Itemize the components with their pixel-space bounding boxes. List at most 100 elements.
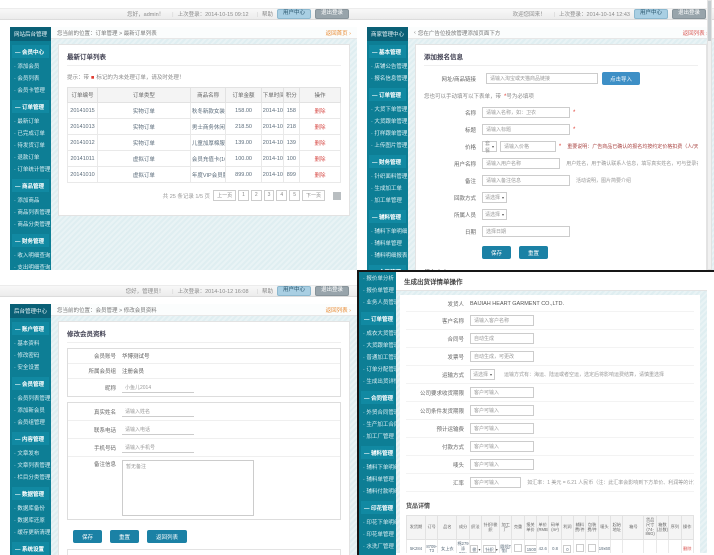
table-cell[interactable]: 158.00: [225, 102, 262, 119]
textarea-field[interactable]: 暂无备注: [122, 460, 254, 516]
table-cell[interactable]: 虚拟订单: [97, 166, 191, 183]
sidebar-item[interactable]: 生成出货详情单: [359, 375, 396, 387]
table-cell[interactable]: 0▾: [560, 539, 575, 553]
sidebar-item[interactable]: 最新订单: [10, 115, 51, 127]
sidebar-item[interactable]: 报价单分析: [359, 272, 396, 284]
table-cell[interactable]: 20141011: [66, 150, 99, 167]
table-cell[interactable]: 删除: [299, 102, 341, 119]
sidebar-item[interactable]: 生成加工单: [367, 182, 408, 194]
sidebar-item[interactable]: 加工单管理: [367, 194, 408, 206]
page-button[interactable]: 4: [276, 190, 288, 201]
sidebar-section-title[interactable]: 合同管理: [369, 265, 406, 270]
table-cell[interactable]: 20141010: [66, 166, 99, 183]
select-field[interactable]: 请选择 ▾: [482, 209, 508, 220]
text-input[interactable]: 请输入用户名称: [482, 158, 561, 169]
table-cell[interactable]: 2014-10-14: [260, 102, 284, 119]
table-cell[interactable]: 删除: [299, 134, 341, 151]
sidebar-item[interactable]: 店铺公告管理: [367, 60, 408, 72]
sidebar-item[interactable]: 已完成订单: [10, 127, 51, 139]
select-field[interactable]: 请选择 ▾: [470, 369, 496, 380]
sidebar-item[interactable]: 文章列表管理: [10, 459, 51, 471]
sidebar-section-title[interactable]: 商品管理: [12, 179, 49, 192]
sidebar-item[interactable]: 辅料付款明细: [359, 485, 396, 497]
sidebar-item[interactable]: 打样跟单管理: [367, 127, 408, 139]
sidebar-section-title[interactable]: 系统设置: [12, 542, 49, 555]
table-cell[interactable]: 实物订单: [97, 118, 191, 135]
import-button[interactable]: 点击导入: [602, 72, 641, 85]
logout-button[interactable]: 退出登录: [671, 8, 706, 20]
form-button[interactable]: 重置: [110, 530, 140, 543]
sidebar-section-title[interactable]: 会员管理: [12, 377, 49, 390]
table-cell[interactable]: 20141012: [66, 134, 99, 151]
table-cell[interactable]: 158: [282, 102, 301, 119]
text-input[interactable]: 请输入姓名: [122, 406, 194, 417]
sidebar-section-title[interactable]: 账户管理: [12, 322, 49, 335]
sidebar-section-title[interactable]: 辅料管理: [369, 210, 406, 223]
sidebar-item[interactable]: 会员列表管理: [10, 392, 51, 404]
table-cell[interactable]: 218: [282, 118, 301, 135]
text-input[interactable]: 客户可输入: [470, 405, 534, 416]
sidebar-item[interactable]: 缓存更新清理: [10, 526, 51, 538]
select-field[interactable]: 套餐 ▾: [482, 141, 498, 154]
sidebar-section-title[interactable]: 数据管理: [12, 487, 49, 500]
text-input[interactable]: 请输入客户名称: [470, 315, 534, 326]
table-cell[interactable]: 秋冬新款女装羊毛呢子大衣 中长款: [189, 102, 227, 119]
table-cell[interactable]: 100.00: [225, 150, 262, 167]
sidebar-item[interactable]: 会员组管理: [10, 416, 51, 428]
sidebar-item[interactable]: 针织面料管理: [367, 170, 408, 182]
table-cell[interactable]: 8709-T3▾: [424, 539, 439, 553]
logout-button[interactable]: 退出登录: [314, 285, 349, 297]
sidebar-item[interactable]: 辅料下单明细: [359, 461, 396, 473]
table-cell[interactable]: 梭 ▾: [468, 539, 483, 553]
page-button[interactable]: 上一页: [213, 190, 237, 201]
sidebar-item[interactable]: 印花下单明细: [359, 516, 396, 528]
text-input[interactable]: 请输入手机号: [122, 442, 194, 453]
sidebar-item[interactable]: 添加商品: [10, 194, 51, 206]
sidebar-item[interactable]: 订单分配管理: [359, 363, 396, 375]
table-cell[interactable]: ▾: [573, 539, 587, 553]
user-center-button[interactable]: 用户中心: [276, 285, 311, 297]
help-link[interactable]: 帮助: [253, 287, 273, 295]
sidebar-item[interactable]: 数据库还原: [10, 514, 51, 526]
text-input[interactable]: 客户可输入: [470, 459, 534, 470]
table-cell[interactable]: 218.50: [225, 118, 262, 135]
sidebar-item[interactable]: 退款订单: [10, 151, 51, 163]
select-field[interactable]: 请选择 ▾: [482, 192, 508, 203]
sidebar-item[interactable]: 安全设置: [10, 361, 51, 373]
sidebar-item[interactable]: 大货跟单管理: [367, 115, 408, 127]
sidebar-item[interactable]: 业务人员管理: [359, 296, 396, 308]
table-cell[interactable]: 女上衣▾: [437, 539, 458, 553]
sidebar-section-title[interactable]: 订单管理: [369, 88, 406, 101]
sidebar-item[interactable]: 添加新会员: [10, 404, 51, 416]
table-cell[interactable]: 899: [282, 166, 301, 183]
sidebar-item[interactable]: 报价单管理: [359, 284, 396, 296]
scrollbar-thumb[interactable]: [708, 1, 711, 41]
sidebar-item[interactable]: 水洗厂管理: [359, 540, 396, 552]
sidebar-item[interactable]: 会员卡管理: [10, 84, 51, 96]
form-button[interactable]: 保存: [73, 530, 103, 543]
page-button[interactable]: 2: [250, 190, 262, 201]
import-url-input[interactable]: 请输入淘宝或天猫商品链接: [486, 73, 598, 84]
sidebar-section-title[interactable]: 订单管理: [12, 100, 49, 113]
table-cell[interactable]: 儿童加厚棉服: [189, 134, 227, 151]
user-center-button[interactable]: 用户中心: [276, 8, 311, 20]
sidebar-item[interactable]: 辅料下单明细: [367, 225, 408, 237]
sidebar-item[interactable]: 报名信息管理: [367, 72, 408, 84]
sidebar-item[interactable]: 商品列表管理: [10, 206, 51, 218]
form-button[interactable]: 保存: [482, 246, 512, 259]
sidebar-item[interactable]: 上传图片管理: [367, 139, 408, 151]
text-input[interactable]: 自动生成: [470, 333, 534, 344]
sidebar-item[interactable]: 辅料明细报表: [367, 249, 408, 261]
table-cell[interactable]: 会员充值卡(100元): [189, 150, 227, 167]
pager-grid-icon[interactable]: [333, 191, 341, 200]
table-cell[interactable]: 删除: [299, 150, 341, 167]
table-cell[interactable]: ▾: [622, 539, 645, 553]
table-cell[interactable]: ▾: [668, 539, 682, 553]
sidebar-item[interactable]: 会员列表: [10, 72, 51, 84]
sidebar-item[interactable]: 栏目分类管理: [10, 471, 51, 483]
sidebar-section-title[interactable]: 内容管理: [12, 432, 49, 445]
table-cell[interactable]: ▾: [655, 539, 670, 553]
sidebar-section-title[interactable]: 辅料管理: [361, 446, 394, 459]
table-cell[interactable]: 删除▾: [680, 539, 694, 553]
table-cell[interactable]: ▾: [610, 539, 624, 553]
